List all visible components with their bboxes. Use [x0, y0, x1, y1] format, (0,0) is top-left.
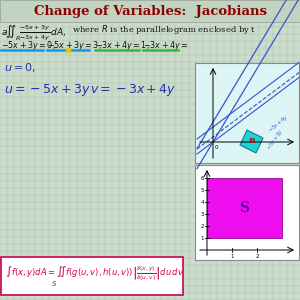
Text: Change of Variables:  Jacobians: Change of Variables: Jacobians [34, 4, 266, 17]
Text: $-3x+4y$: $-3x+4y$ [266, 112, 290, 135]
Bar [0, 0, 300, 22]
Bar [207, 178, 282, 238]
Polygon shape [240, 130, 263, 153]
Text: where $R$ is the parallelogram enclosed by t: where $R$ is the parallelogram enclosed … [72, 23, 256, 37]
Text: $\int f(x,y)dA=\iint f(g(u,v),h(u,v))\left|\frac{\partial(x,y)}{\partial(u,v)}\r: $\int f(x,y)dA=\iint f(g(u,v),h(u,v))\le… [5, 264, 184, 284]
Bar [1, 257, 183, 295]
Text: 0: 0 [215, 145, 218, 150]
Text: $u=-5x+3y$: $u=-5x+3y$ [4, 82, 91, 98]
Text: $-5x+3y$: $-5x+3y$ [265, 127, 286, 152]
Text: 2: 2 [255, 254, 259, 259]
Text: $u = 0,$: $u = 0,$ [4, 61, 36, 74]
Text: 1: 1 [200, 236, 204, 241]
Text: $a\!\iint_R \frac{-5x+3y}{-3x+4y}\,dA,$: $a\!\iint_R \frac{-5x+3y}{-3x+4y}\,dA,$ [1, 24, 66, 42]
Text: R: R [249, 137, 255, 145]
Bar [195, 165, 299, 260]
Text: $S$: $S$ [51, 280, 57, 289]
Text: 6: 6 [200, 176, 204, 181]
Text: $-5x+3y=0,$: $-5x+3y=0,$ [1, 38, 56, 52]
Text: 2: 2 [200, 224, 204, 229]
Text: $-3x+4y=1,$: $-3x+4y=1,$ [95, 38, 150, 52]
Text: 1: 1 [230, 254, 234, 259]
Bar [195, 63, 299, 163]
Text: S: S [239, 201, 250, 215]
Text: 4: 4 [200, 200, 204, 205]
Text: $v=-3x+4y$: $v=-3x+4y$ [90, 82, 176, 98]
Text: 3: 3 [200, 212, 204, 217]
Text: $-5x+3y=3,$: $-5x+3y=3,$ [47, 38, 102, 52]
Text: $-3x+4y=$: $-3x+4y=$ [143, 38, 189, 52]
Text: 5: 5 [200, 188, 204, 193]
